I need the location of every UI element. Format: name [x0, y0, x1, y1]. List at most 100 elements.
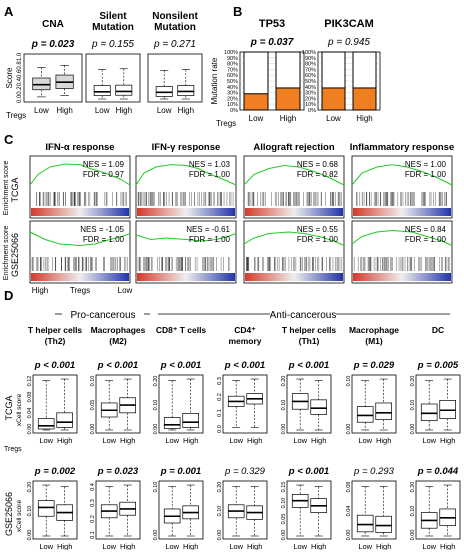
panel-d-ytick-0-0-1: 0.04: [27, 408, 33, 419]
panel-d-ytick-0-4-1: 0.10: [281, 400, 287, 411]
panel-d-xtick-1-2-0: Low: [165, 542, 179, 550]
panel-d-xtick-1-1-0: Low: [102, 542, 116, 550]
panel-d-ytick-1-0-0: 0.00: [27, 530, 33, 541]
panel-d-xtick-1-6-1: High: [440, 542, 455, 550]
panel-d-xtick-0-3-0: Low: [229, 436, 243, 445]
panel-a-ytick-5: 1.0: [17, 52, 23, 61]
panel-c-nes-1-0: NES = -1.05: [80, 225, 124, 234]
panel-d-ytick-0-0-2: 0.08: [27, 392, 33, 403]
panel-d-xtick-0-1-0: Low: [102, 436, 116, 445]
panel-b-ytick-1-1: 10%: [305, 102, 316, 108]
panel-d-box-1-5-1-box: [375, 515, 392, 533]
panel-b-ytick-1-10: 100%: [302, 50, 316, 56]
panel-a-title-1: Silent: [99, 11, 127, 22]
panel-a-box-0-0-box: [32, 77, 51, 91]
panel-d-ylabel-1: xCell score: [16, 500, 23, 533]
panel-d-ytick-1-4-0: 0.00: [281, 530, 287, 541]
panel-a-pvalue-2: p = 0.271: [153, 39, 196, 50]
panel-a-ytick-1: 0.2: [17, 86, 23, 95]
panel-a-pvalue-0: p = 0.023: [31, 39, 75, 50]
panel-c-fdr-0-0: FDR = 0.97: [83, 170, 125, 179]
panel-d-box-1-5-0-box: [356, 514, 374, 533]
panel-b-title-0: TP53: [259, 18, 285, 30]
panel-b-bar-1-1: [352, 87, 377, 111]
panel-c-nes-0-3: NES = 1.00: [405, 160, 447, 169]
panel-d-xtick-0-4-0: Low: [293, 436, 307, 445]
panel-d-cell-5-0: Macrophage: [349, 325, 399, 335]
panel-d-ytick-1-1-3: 0.4: [90, 483, 96, 491]
panel-d-cell-3-1: memory: [228, 336, 261, 346]
panel-a-ytick-4: 0.8: [17, 61, 23, 70]
panel-d-ytick-1-0-1: 0.10: [27, 506, 33, 517]
panel-c-curve-0-0: [29, 163, 131, 186]
panel-c-rankbar-0-0: [31, 208, 129, 216]
panel-c-ylabel-1: Enrichment score: [3, 226, 10, 281]
panel-c-rankbar-0-2: [245, 208, 343, 216]
panel-a-title-0: CNA: [42, 19, 64, 30]
panel-c-fdr-0-3: FDR = 1.00: [405, 170, 447, 179]
panel-a-xtick-2-1: High: [178, 106, 194, 115]
panel-b-ytick-0-4: 40%: [227, 85, 238, 91]
panel-b-ytick-0-9: 90%: [227, 56, 238, 62]
panel-d-xtick-0-2-0: Low: [165, 436, 179, 445]
panel-d-xtick-1-3-1: High: [247, 542, 262, 550]
panel-b-ylabel: Mutation rate: [210, 57, 219, 104]
panel-d-ytick-1-3-2: 0.20: [217, 482, 223, 493]
panel-d-ytick-1-4-3: 0.15: [281, 482, 287, 493]
panel-c-fdr-0-1: FDR = 1.00: [189, 170, 231, 179]
panel-d-cell-6-0: DC: [432, 325, 444, 335]
panel-d-xtick-0-5-1: High: [376, 436, 391, 445]
panel-c-curve-1-0: [29, 231, 131, 247]
panel-a-title-1: Mutation: [92, 22, 134, 33]
panel-b-xtick-0-1: High: [280, 114, 296, 123]
panel-d-pvalue-1-1: p = 0.023: [97, 466, 139, 477]
panel-b-ytick-1-0: 0%: [308, 108, 316, 114]
panel-letter-c: C: [4, 132, 14, 147]
panel-c-rankbar-1-2: [245, 273, 343, 281]
panel-a-frame-0: [23, 53, 83, 103]
panel-d: T helper cells(Th2)Macrophages(M2)CD8⁺ T…: [4, 313, 461, 555]
panel-d-box-0-5-1-box: [375, 402, 392, 420]
panel-d-ytick-1-3-1: 0.10: [217, 506, 223, 517]
panel-d-ytick-1-0-2: 0.20: [27, 482, 33, 493]
panel-a-xtick-2-0: Low: [157, 106, 172, 115]
panel-d-pvalue-0-1: p < 0.001: [97, 360, 138, 371]
panel-d-ytick-0-3-1: 0.1: [217, 409, 223, 417]
panel-d-box-0-0-1-box: [56, 412, 73, 428]
panel-a-box-2-0-box: [155, 86, 173, 97]
panel-d-ytick-1-3-0: 0.00: [217, 530, 223, 541]
panel-d-box-0-2-1-box: [182, 413, 199, 428]
panel-d-ytick-0-3-2: 0.2: [217, 393, 223, 401]
panel-d-xtick-0-5-0: Low: [358, 436, 372, 445]
panel-d-cell-4-0: T helper cells: [282, 325, 337, 335]
panel-a-box-1-0-box: [93, 85, 111, 96]
panel-d-ytick-1-1-0: 0.1: [90, 531, 96, 539]
panel-c-rankbar-1-1: [137, 273, 235, 281]
panel-d-xtick-0-3-1: High: [247, 436, 262, 445]
panel-c-fdr-1-2: FDR = 1.00: [297, 235, 339, 244]
panel-b-ytick-0-5: 50%: [227, 79, 238, 85]
panel-d-cell-3-0: CD4⁺: [234, 325, 256, 335]
panel-b-ytick-0-1: 10%: [227, 102, 238, 108]
panel-b-ytick-0-0: 0%: [230, 108, 238, 114]
panel-a-xtick-0-0: Low: [34, 106, 49, 115]
panel-b-ytick-1-2: 20%: [305, 96, 316, 102]
panel-d-ylabel-0: xCell score: [16, 394, 23, 427]
panel-a-ylabel: Score: [5, 67, 14, 88]
panel-d-ytick-0-1-1: 0.05: [90, 400, 96, 411]
panel-d-xtick-0-0-0: Low: [39, 436, 53, 445]
panel-d-dataset-1: GSE25066: [4, 492, 14, 536]
panel-c-frame-0-0: [29, 155, 131, 219]
panel-d-box-0-0-0-box: [37, 418, 55, 430]
panel-c-nes-1-1: NES = -0.61: [186, 225, 230, 234]
panel-b-pvalue-1: p = 0.945: [327, 37, 370, 48]
panel-b-ytick-0-10: 100%: [224, 50, 238, 56]
panel-d-xtick-0-6-0: Low: [422, 436, 436, 445]
panel-d-cell-1-0: Macrophages: [91, 325, 146, 335]
panel-d-xtick-1-3-0: Low: [229, 542, 243, 550]
panel-d-ytick-0-3-0: 0.0: [217, 425, 223, 433]
panel-d-xtick-0-6-1: High: [440, 436, 455, 445]
